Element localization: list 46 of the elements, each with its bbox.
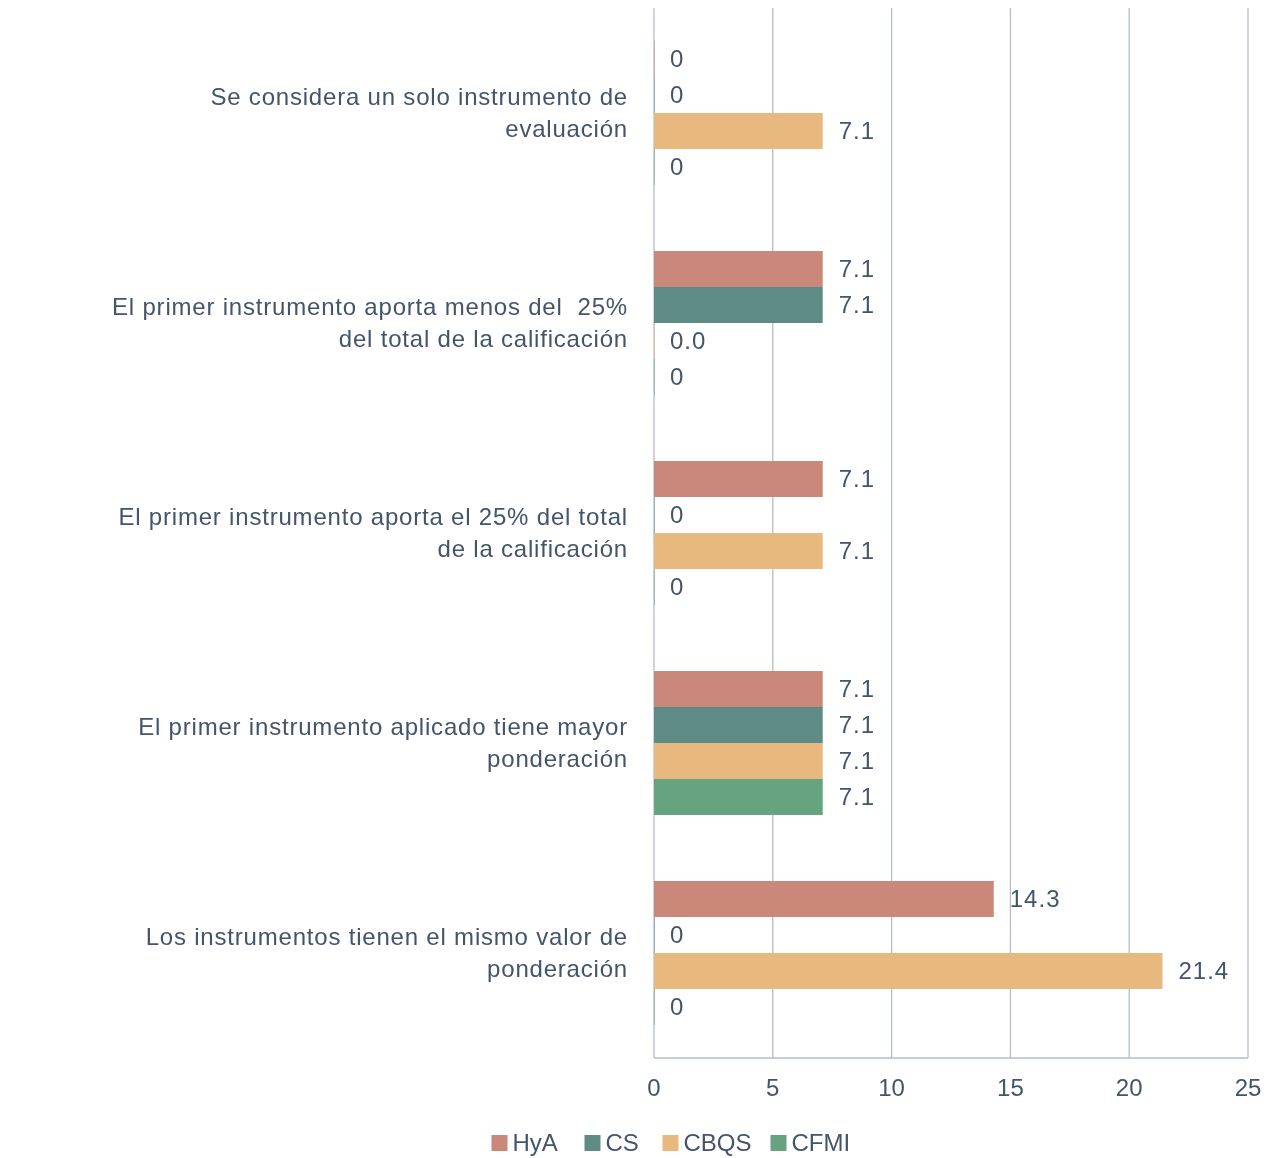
bar — [654, 881, 994, 917]
bar — [654, 671, 823, 707]
data-label: 14.3 — [1009, 885, 1061, 913]
x-tick-label: 25 — [1234, 1074, 1262, 1101]
bar — [654, 743, 823, 779]
y-tick-label: Se considera un solo instrumento de evaluación — [210, 83, 628, 143]
data-label: 7.1 — [838, 255, 876, 283]
data-label: 0 — [670, 363, 685, 391]
data-label: 7.1 — [838, 291, 876, 319]
bar — [654, 113, 823, 149]
bar — [654, 707, 823, 743]
y-tick-label: El primer instrumento aporta el 25% del total de la calificación — [118, 503, 628, 563]
data-label: 7.1 — [838, 465, 876, 493]
y-tick-label: El primer instrumento aplicado tiene mayor ponderación — [138, 713, 628, 773]
legend-label: CBQS — [683, 1129, 752, 1157]
data-label: 7.1 — [838, 711, 876, 739]
bar — [654, 779, 823, 815]
legend-label: CFMI — [791, 1129, 851, 1157]
bar — [654, 953, 1163, 989]
data-label: 0 — [670, 81, 685, 109]
x-tick-label: 5 — [766, 1074, 780, 1101]
bar — [654, 461, 823, 497]
data-label: 0 — [670, 573, 685, 601]
y-tick-label: Los instrumentos tienen el mismo valor de ponderación — [145, 923, 628, 983]
bar — [654, 251, 823, 287]
x-tick-label: 0 — [647, 1074, 661, 1101]
data-label: 0 — [670, 921, 685, 949]
x-tick-label: 20 — [1115, 1074, 1143, 1101]
legend-label: HyA — [512, 1129, 558, 1157]
data-label: 7.1 — [838, 747, 876, 775]
data-label: 7.1 — [838, 117, 876, 145]
data-label: 0 — [670, 45, 685, 73]
y-tick-label: El primer instrumento aporta menos del 25% del total de la calificación — [112, 293, 628, 353]
data-label: 0 — [670, 153, 685, 181]
bar — [654, 287, 823, 323]
data-label: 7.1 — [838, 537, 876, 565]
data-label: 7.1 — [838, 783, 876, 811]
x-tick-label: 15 — [997, 1074, 1024, 1101]
bar — [654, 533, 823, 569]
data-label: 0 — [670, 993, 685, 1021]
data-label: 0.0 — [670, 327, 707, 355]
data-label: 7.1 — [838, 675, 876, 703]
data-label: 21.4 — [1178, 957, 1230, 985]
x-tick-label: 10 — [878, 1074, 905, 1101]
data-label: 0 — [670, 501, 685, 529]
legend-label: CS — [605, 1129, 639, 1157]
